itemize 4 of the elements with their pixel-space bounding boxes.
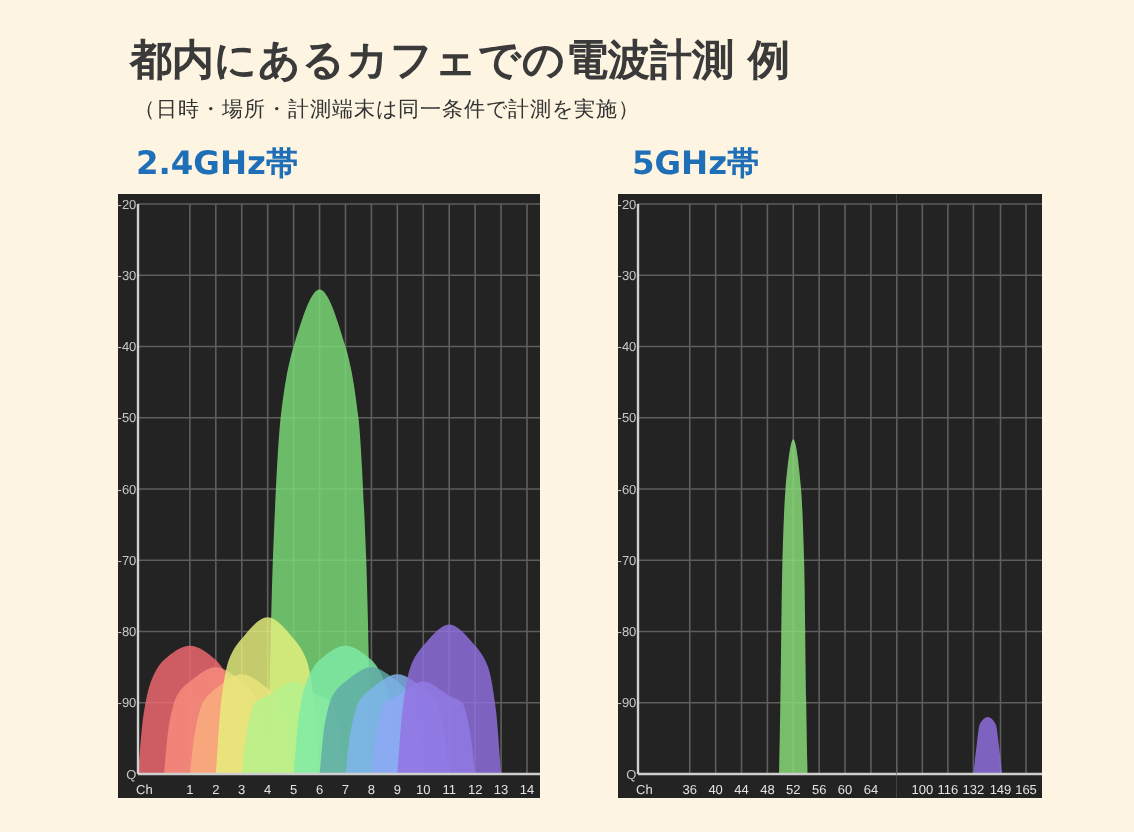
text: （日時・場所・計測端末は同一条件で計測を実施）: [134, 96, 640, 122]
chart-title: 2.4GHz帯: [136, 144, 298, 182]
text: 都内にあるカフェでの電波計測 例: [128, 36, 791, 84]
chart-title: 5GHz帯: [632, 144, 760, 182]
